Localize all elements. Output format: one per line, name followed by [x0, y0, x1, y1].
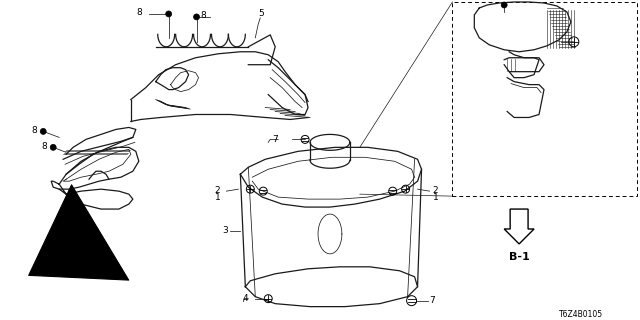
Text: 4: 4: [243, 294, 248, 303]
Text: 2: 2: [215, 186, 220, 195]
Text: 8: 8: [200, 12, 206, 20]
Text: 6: 6: [88, 252, 94, 261]
Text: 7: 7: [273, 135, 278, 144]
Text: 3: 3: [223, 227, 228, 236]
Text: FR.: FR.: [61, 258, 79, 268]
Circle shape: [50, 144, 56, 150]
Text: T6Z4B0105: T6Z4B0105: [559, 310, 603, 319]
Text: 8: 8: [137, 8, 143, 18]
Text: B-1: B-1: [509, 252, 529, 262]
Text: 7: 7: [429, 296, 435, 305]
Text: 2: 2: [433, 186, 438, 195]
Text: 8: 8: [41, 142, 47, 151]
Circle shape: [40, 128, 46, 134]
Text: 1: 1: [214, 193, 220, 202]
Circle shape: [166, 11, 172, 17]
Circle shape: [193, 14, 200, 20]
Circle shape: [501, 2, 507, 8]
Text: 1: 1: [433, 193, 438, 202]
Text: 8: 8: [31, 126, 37, 135]
Text: 5: 5: [259, 9, 264, 19]
Bar: [452, 2, 637, 196]
